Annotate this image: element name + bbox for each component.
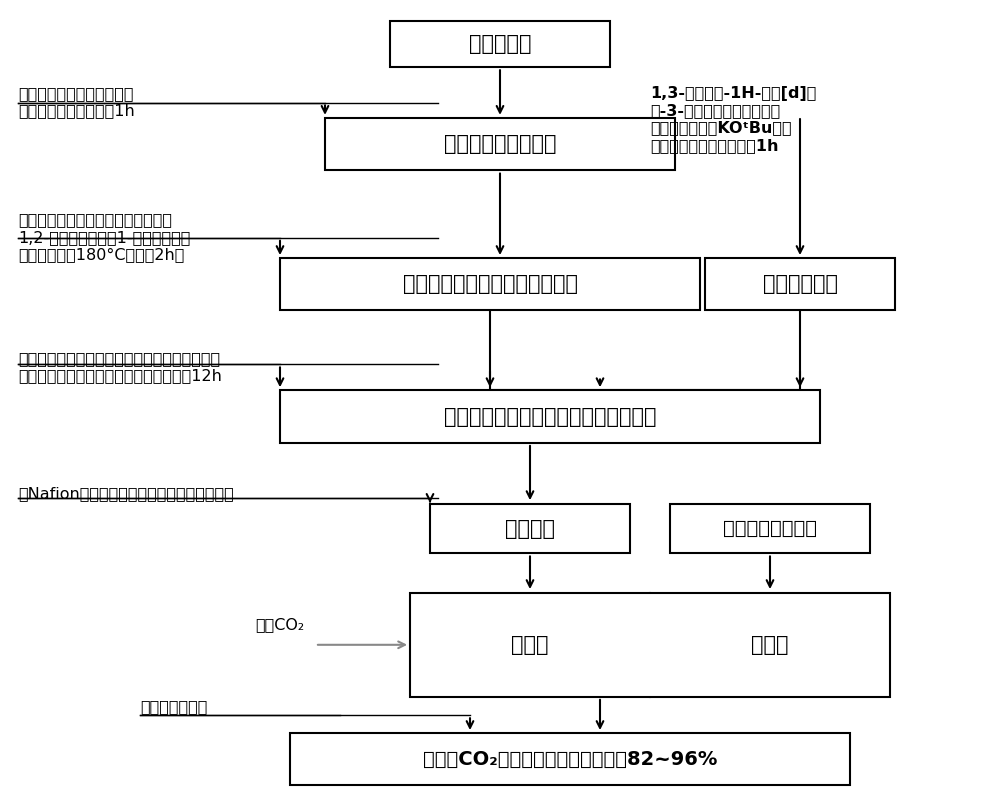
- Text: 1,3-二异丙基-1H-苯并[d]咪
唑-3-碘化铵溶于无水四氢呋
喃，缓慢滴加含KOᵗBu的无
水四氢呋喃混合液，搅拌1h: 1,3-二异丙基-1H-苯并[d]咪 唑-3-碘化铵溶于无水四氢呋 喃，缓慢滴加…: [650, 86, 816, 153]
- Text: 阴极电极: 阴极电极: [505, 519, 555, 538]
- FancyBboxPatch shape: [670, 504, 870, 553]
- Text: 电还原CO₂液体产物中甲醇选择性达82~96%: 电还原CO₂液体产物中甲醇选择性达82~96%: [423, 750, 717, 769]
- Text: 镍铱双原子碳基材料: 镍铱双原子碳基材料: [444, 135, 556, 154]
- FancyBboxPatch shape: [325, 118, 675, 170]
- FancyBboxPatch shape: [410, 593, 890, 697]
- Text: 气相色谱仪检测: 气相色谱仪检测: [140, 699, 207, 714]
- Text: 阴极腔: 阴极腔: [511, 635, 549, 654]
- Text: 氮杂卡宾分子: 氮杂卡宾分子: [763, 275, 838, 294]
- Text: 多孔碳材料: 多孔碳材料: [469, 34, 531, 54]
- Text: 硝酸镍、硝酸铱、葡萄糖与
去离子水混合超声处理1h: 硝酸镍、硝酸铱、葡萄糖与 去离子水混合超声处理1h: [18, 86, 135, 118]
- Text: 油胺修饰的镍铱双原子碳基材料: 油胺修饰的镍铱双原子碳基材料: [402, 275, 578, 294]
- Text: 与Nafion溶液和去离子水超声混合涂刷于碳纸: 与Nafion溶液和去离子水超声混合涂刷于碳纸: [18, 486, 234, 501]
- FancyBboxPatch shape: [280, 258, 700, 310]
- Text: 通入CO₂: 通入CO₂: [255, 618, 304, 632]
- FancyBboxPatch shape: [390, 21, 610, 67]
- FancyBboxPatch shape: [705, 258, 895, 310]
- Text: 氮杂环卡宾修饰镍铱双原子碳基催化剂: 氮杂环卡宾修饰镍铱双原子碳基催化剂: [444, 407, 656, 426]
- Text: 阳极电极（铂片）: 阳极电极（铂片）: [723, 519, 817, 538]
- Text: 油酸，油胺，镍铱双原子碳基材料，
1,2-十六烷二醇加入1-十八烯溶液，
氮气下加热至180°C并搅拌2h。: 油酸，油胺，镍铱双原子碳基材料， 1,2-十六烷二醇加入1-十八烯溶液， 氮气下…: [18, 212, 190, 262]
- FancyBboxPatch shape: [280, 391, 820, 442]
- FancyBboxPatch shape: [290, 734, 850, 785]
- Text: 油胺修饰的镍铱双原子碳基材料，氮气下溶解于
甲苯溶液，与氮杂环卡宾分子混合并静置12h: 油胺修饰的镍铱双原子碳基材料，氮气下溶解于 甲苯溶液，与氮杂环卡宾分子混合并静置…: [18, 351, 222, 383]
- Text: 阳极腔: 阳极腔: [751, 635, 789, 654]
- FancyBboxPatch shape: [430, 504, 630, 553]
